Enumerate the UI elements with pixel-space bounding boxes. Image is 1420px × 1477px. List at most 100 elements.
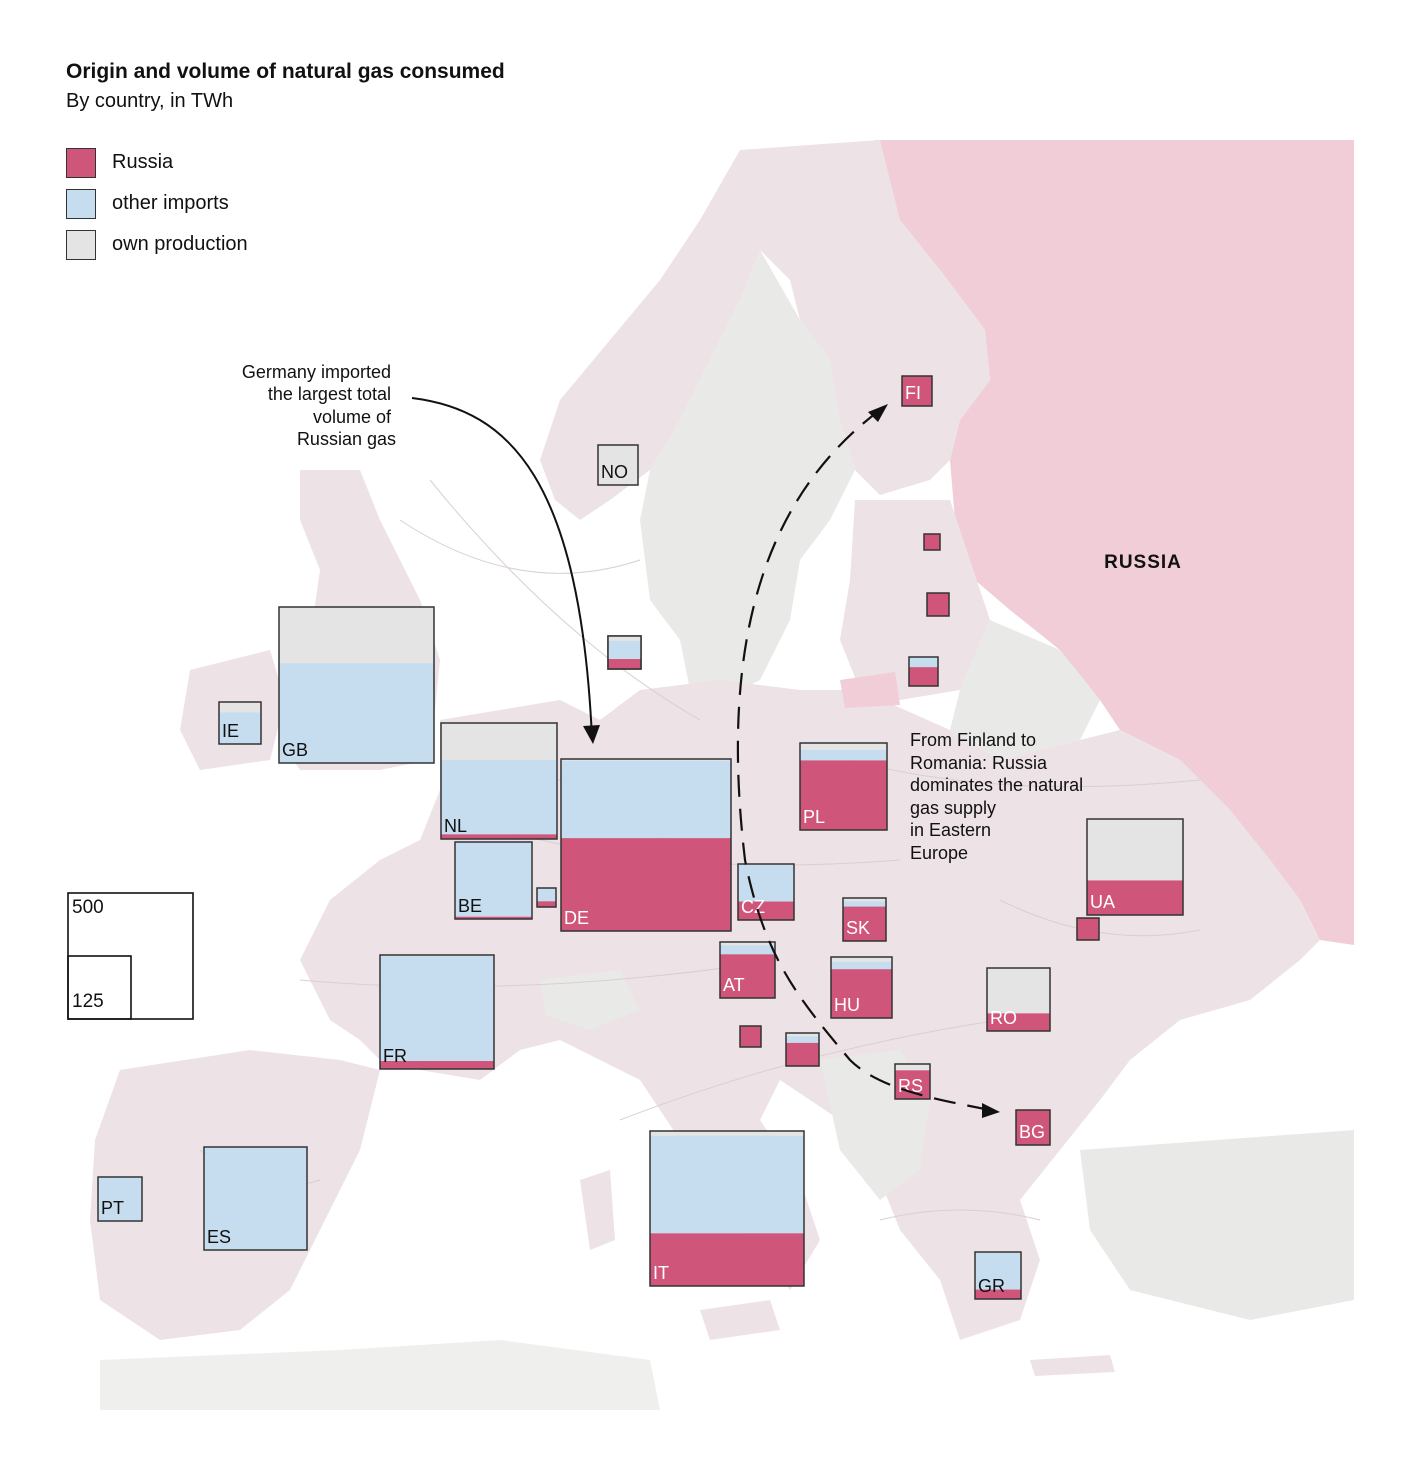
- color-legend: Russia other imports own production: [66, 142, 248, 265]
- legend-item-russia: Russia: [66, 142, 248, 183]
- germany-annotation-line: the largest total: [268, 384, 391, 404]
- segment-russia: [720, 954, 775, 998]
- segment-other: [608, 640, 641, 660]
- segment-russia: [927, 593, 949, 616]
- box-outline: [560, 758, 732, 932]
- route-arrowhead-north: [868, 404, 888, 422]
- segment-other: [975, 1252, 1021, 1290]
- box-outline: [894, 1063, 931, 1100]
- segment-own: [895, 1064, 930, 1071]
- segment-own: [1087, 819, 1183, 881]
- segment-other: [720, 945, 775, 955]
- legend-label: own production: [112, 233, 248, 255]
- country-box-gr: GR: [974, 1251, 1022, 1300]
- country-label: SK: [846, 918, 870, 938]
- segment-russia: [786, 1042, 819, 1066]
- country-label: GB: [282, 740, 308, 760]
- segment-other: [219, 712, 261, 744]
- segment-russia: [1087, 880, 1183, 915]
- segment-other: [441, 760, 557, 835]
- segment-other: [561, 760, 731, 839]
- segment-russia: [831, 969, 892, 1018]
- country-box-fi: FI: [901, 375, 933, 407]
- country-box-it: IT: [649, 1130, 805, 1287]
- box-outline: [785, 1032, 820, 1067]
- country-label: PT: [101, 1198, 124, 1218]
- segment-russia: [537, 901, 556, 907]
- country-box-unlabeled: [785, 1032, 820, 1067]
- box-outline: [830, 956, 893, 1019]
- segment-russia: [902, 376, 932, 406]
- country-box-unlabeled: [607, 635, 642, 670]
- east-annotation: From Finland to Romania: Russia dominate…: [910, 730, 1088, 863]
- box-outline: [278, 606, 435, 764]
- country-box-unlabeled: [1076, 917, 1100, 941]
- size-legend-large-label: 500: [72, 897, 104, 918]
- segment-own: [219, 702, 261, 713]
- segment-russia: [975, 1289, 1021, 1299]
- box-outline: [1015, 1109, 1051, 1146]
- country-box-hu: HU: [830, 956, 893, 1019]
- segment-other: [800, 749, 887, 761]
- segment-other: [738, 865, 794, 902]
- segment-own: [561, 759, 731, 761]
- segment-other: [279, 663, 434, 763]
- country-label: IE: [222, 721, 239, 741]
- legend-item-other-imports: other imports: [66, 183, 248, 224]
- size-legend-small-label: 125: [72, 991, 104, 1012]
- box-outline: [536, 887, 557, 908]
- segment-russia: [650, 1233, 804, 1286]
- segment-own: [987, 968, 1050, 1014]
- country-box-de: DE: [560, 758, 732, 932]
- east-annotation-line: gas supply: [910, 798, 996, 818]
- country-label: BE: [458, 896, 482, 916]
- germany-annotation-line: Germany imported: [242, 362, 391, 382]
- segment-other: [843, 901, 886, 907]
- country-label: NO: [601, 462, 628, 482]
- segment-russia: [1016, 1110, 1050, 1145]
- box-outline: [379, 954, 495, 1070]
- country-box-no: NO: [597, 444, 639, 486]
- legend-swatch-russia: [66, 147, 96, 178]
- box-outline: [97, 1176, 143, 1222]
- segment-own: [650, 1131, 804, 1136]
- germany-arrowhead: [583, 725, 600, 744]
- country-label: AT: [723, 975, 745, 995]
- country-label: NL: [444, 816, 467, 836]
- box-outline: [986, 967, 1051, 1032]
- segment-russia: [608, 659, 641, 669]
- country-box-unlabeled: [536, 887, 557, 908]
- segment-other: [380, 956, 494, 1062]
- country-label: UA: [1090, 892, 1115, 912]
- box-outline: [440, 722, 558, 840]
- legend-swatch-other-imports: [66, 188, 96, 219]
- box-outline: [842, 897, 887, 942]
- country-label: FI: [905, 383, 921, 403]
- segment-other: [786, 1036, 819, 1043]
- segment-own: [608, 636, 641, 641]
- segment-other: [455, 842, 532, 917]
- box-outline: [739, 1025, 762, 1048]
- box-outline: [926, 592, 950, 617]
- country-box-ie: IE: [218, 701, 262, 745]
- segment-russia: [909, 667, 938, 686]
- segment-own: [786, 1033, 819, 1037]
- box-outline: [649, 1130, 805, 1287]
- segment-russia: [455, 916, 532, 919]
- east-annotation-line: in Eastern: [910, 820, 991, 840]
- segment-russia: [380, 1061, 494, 1069]
- country-label: GR: [978, 1276, 1005, 1296]
- segment-russia: [924, 534, 940, 550]
- segment-russia: [740, 1026, 761, 1047]
- country-box-unlabeled: [926, 592, 950, 617]
- germany-annotation-line: volume of: [313, 407, 392, 427]
- legend-label: Russia: [112, 151, 174, 173]
- legend-swatch-own-production: [66, 229, 96, 260]
- country-label: BG: [1019, 1122, 1045, 1142]
- germany-annotation-line: Russian gas: [297, 429, 396, 449]
- country-label: ES: [207, 1227, 231, 1247]
- segment-own: [598, 445, 638, 485]
- chart-subtitle: By country, in TWh: [66, 90, 234, 112]
- east-annotation-line: dominates the natural: [910, 775, 1083, 795]
- segment-russia: [895, 1070, 930, 1099]
